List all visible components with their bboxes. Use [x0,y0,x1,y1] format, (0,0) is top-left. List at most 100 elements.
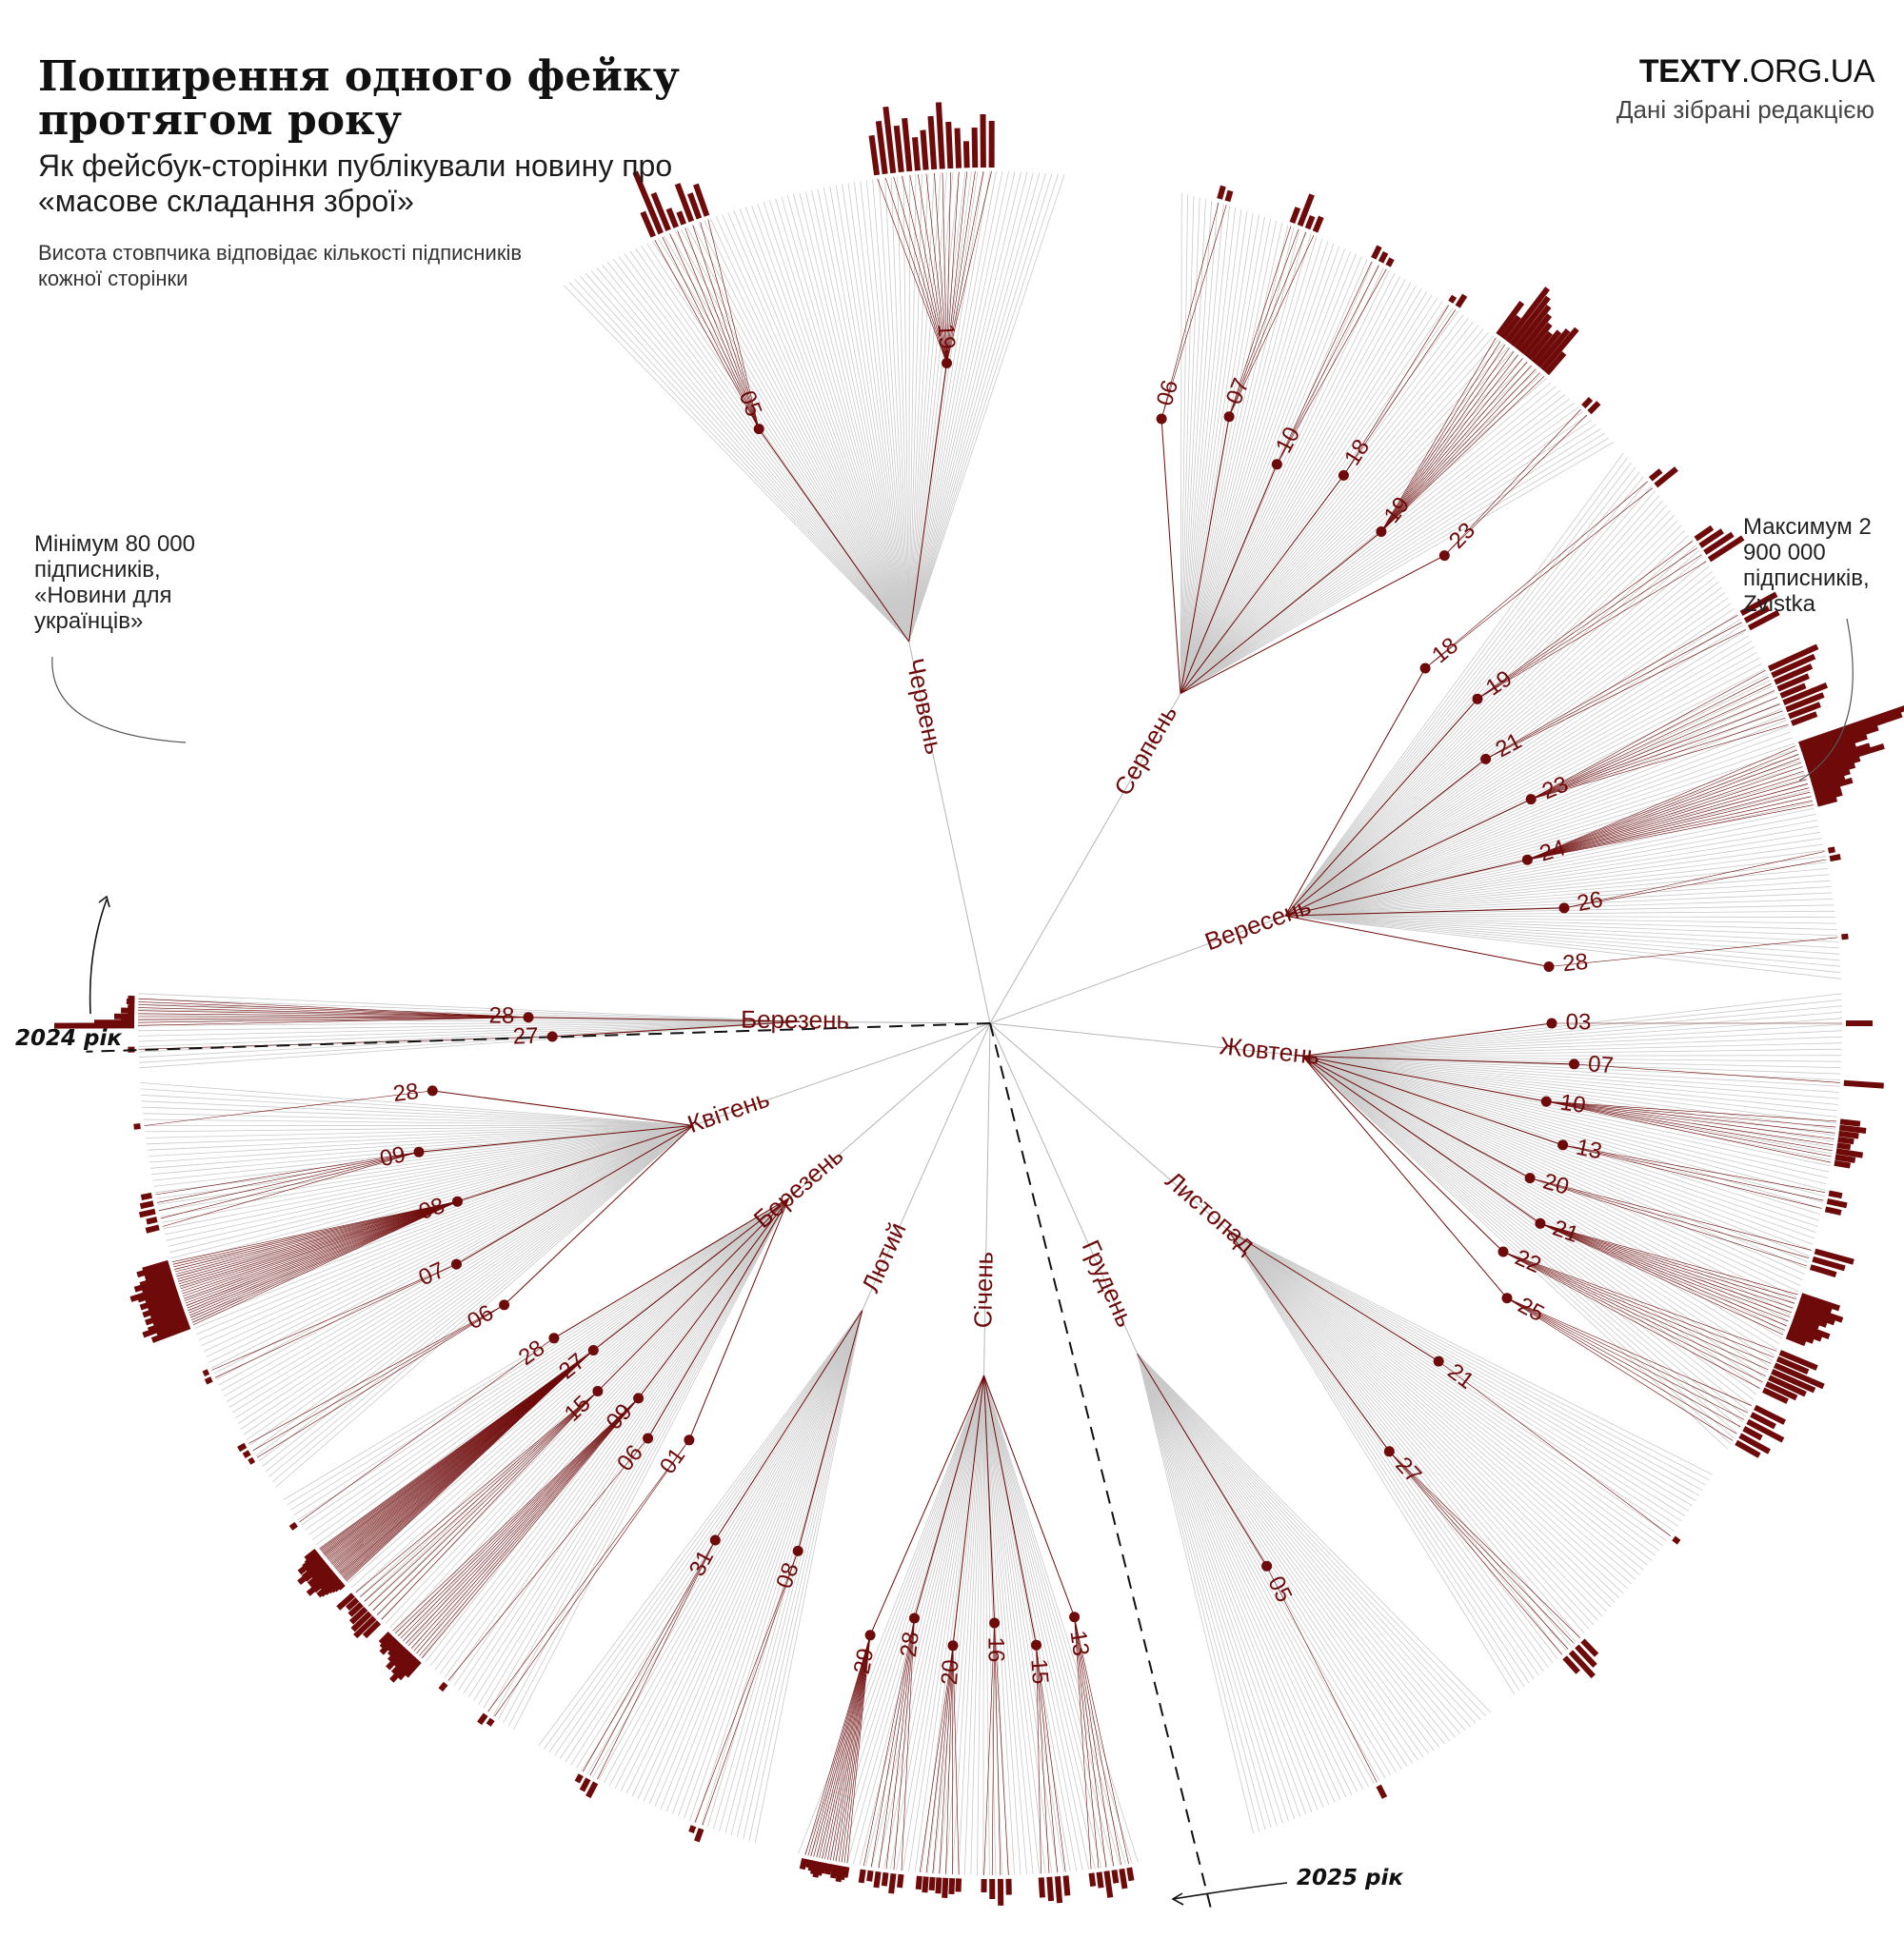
follower-bar[interactable] [237,1442,248,1453]
follower-bar[interactable] [1038,1877,1045,1898]
follower-bar[interactable] [828,1864,836,1872]
follower-bar[interactable] [579,1777,591,1792]
date-dot[interactable] [1261,1560,1273,1572]
follower-bar[interactable] [1835,1154,1856,1163]
follower-bar[interactable] [288,1521,298,1531]
date-dot[interactable] [523,1012,534,1023]
follower-bar[interactable] [1816,796,1838,807]
follower-bar[interactable] [1776,673,1810,692]
follower-bar[interactable] [866,1870,874,1882]
date-dot[interactable] [989,1617,1001,1629]
date-dot[interactable] [1376,526,1387,537]
date-dot[interactable] [1569,1059,1579,1070]
follower-bar[interactable] [142,1259,169,1274]
follower-bar[interactable] [347,1601,364,1617]
follower-bar[interactable] [1774,663,1814,685]
follower-bar[interactable] [1103,1870,1114,1898]
follower-bar[interactable] [387,1644,406,1663]
follower-bar[interactable] [1778,1350,1818,1371]
follower-bar[interactable] [1812,775,1846,790]
follower-bar[interactable] [674,183,695,223]
follower-bar[interactable] [1809,1264,1837,1277]
date-dot[interactable] [546,1031,558,1042]
follower-bar[interactable] [1810,768,1851,786]
follower-bar[interactable] [912,137,921,171]
follower-bar[interactable] [816,1861,824,1876]
follower-bar[interactable] [1217,185,1226,200]
follower-bar[interactable] [693,183,710,217]
follower-bar[interactable] [1500,314,1521,340]
date-dot[interactable] [864,1630,876,1641]
follower-bar[interactable] [1828,1190,1843,1199]
follower-bar[interactable] [1839,1118,1861,1127]
follower-bar[interactable] [248,1456,256,1465]
follower-bar[interactable] [379,1633,395,1650]
date-dot[interactable] [1557,1139,1569,1151]
follower-bar[interactable] [202,1369,210,1377]
follower-bar[interactable] [1385,257,1395,267]
follower-bar[interactable] [1835,1148,1864,1158]
follower-bar[interactable] [1827,846,1835,854]
follower-bar[interactable] [146,1217,158,1225]
date-dot[interactable] [1271,459,1282,470]
follower-bar[interactable] [810,1860,819,1875]
follower-bar[interactable] [1517,313,1553,354]
date-dot[interactable] [413,1146,425,1158]
follower-bar[interactable] [204,1376,213,1385]
date-dot[interactable] [592,1386,604,1396]
follower-bar[interactable] [1801,724,1879,756]
follower-bar[interactable] [945,121,954,169]
follower-bar[interactable] [1371,245,1382,260]
follower-bar[interactable] [1785,1333,1807,1347]
follower-bar[interactable] [1789,1324,1823,1342]
follower-bar[interactable] [935,102,945,169]
follower-bar[interactable] [688,1825,697,1833]
follower-bar[interactable] [1841,933,1849,940]
follower-bar[interactable] [1062,1875,1071,1896]
follower-bar[interactable] [1797,1301,1844,1323]
follower-bar[interactable] [242,1450,251,1458]
follower-bar[interactable] [1762,1387,1789,1404]
follower-bar[interactable] [336,1593,355,1611]
follower-bar[interactable] [1791,1319,1831,1340]
follower-bar[interactable] [927,115,938,170]
follower-bar[interactable] [888,1872,897,1894]
follower-bar[interactable] [915,1875,922,1890]
follower-bar[interactable] [1654,466,1678,488]
date-dot[interactable] [753,424,764,435]
follower-bar[interactable] [1815,789,1843,802]
date-dot[interactable] [1438,550,1450,562]
follower-bar[interactable] [1496,301,1525,337]
follower-bar[interactable] [1703,531,1735,556]
date-dot[interactable] [1497,1246,1509,1257]
date-dot[interactable] [1472,693,1483,704]
date-dot[interactable] [1069,1612,1081,1623]
follower-bar[interactable] [1802,733,1868,761]
follower-bar[interactable] [1792,1315,1820,1331]
follower-bar[interactable] [858,1869,866,1884]
date-dot[interactable] [426,1085,438,1097]
date-dot[interactable] [1383,1446,1395,1457]
follower-bar[interactable] [390,1652,414,1675]
follower-bar[interactable] [1531,329,1562,365]
follower-bar[interactable] [1739,591,1778,617]
follower-bar[interactable] [1812,1256,1846,1272]
follower-bar[interactable] [1304,214,1316,230]
follower-bar[interactable] [1224,189,1234,203]
follower-bar[interactable] [842,1866,850,1878]
follower-bar[interactable] [1580,1638,1599,1657]
follower-bar[interactable] [1126,1867,1135,1882]
follower-bar[interactable] [1750,1412,1776,1430]
follower-bar[interactable] [1805,742,1871,769]
date-dot[interactable] [548,1333,560,1344]
date-dot[interactable] [643,1433,654,1444]
follower-bar[interactable] [799,1857,808,1870]
follower-bar[interactable] [1698,528,1724,548]
date-dot[interactable] [452,1196,463,1207]
follower-bar[interactable] [881,1871,889,1887]
follower-bar[interactable] [1509,295,1551,347]
follower-bar[interactable] [1088,1872,1097,1887]
follower-bar[interactable] [1575,1644,1597,1668]
follower-bar[interactable] [1768,1375,1807,1397]
follower-bar[interactable] [1799,711,1903,752]
